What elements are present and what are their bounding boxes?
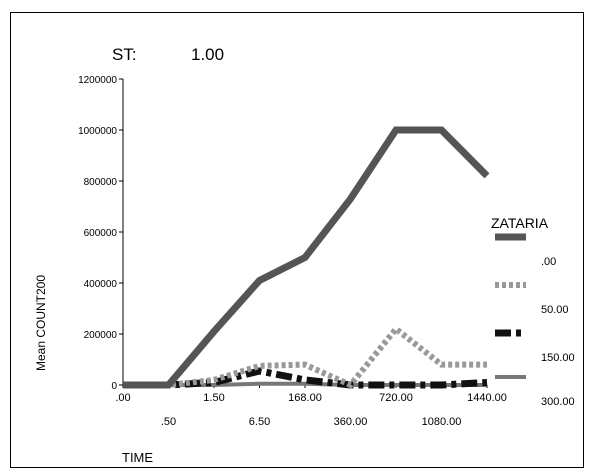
y-tick-label: 600000 — [84, 228, 118, 239]
x-tick-label: .50 — [161, 416, 176, 428]
series-lines — [123, 126, 490, 389]
line-chart: ST: 1.00 0 200000 400000 600000 800000 100000… — [34, 45, 575, 465]
axes — [122, 79, 487, 386]
y-axis-label: Mean COUNT200 — [34, 275, 48, 371]
x-tick-label: 1440.00 — [467, 392, 507, 404]
x-axis-label: TIME — [122, 450, 153, 465]
series-line — [123, 324, 487, 389]
x-tick-label: .00 — [115, 392, 130, 404]
x-tick-label: 360.00 — [334, 416, 368, 428]
y-tick-label: 1200000 — [78, 75, 117, 86]
y-tick-label: 200000 — [84, 330, 118, 341]
x-ticks: .00 .50 1.50 6.50 168.00 360.00 720.00 1080.00 1… — [115, 385, 507, 428]
x-tick-label: 168.00 — [288, 392, 322, 404]
legend-entry-label: 300.00 — [541, 396, 575, 408]
x-tick-label: 1080.00 — [422, 416, 462, 428]
series-line — [123, 126, 490, 389]
chart-frame: ST: 1.00 0 200000 400000 600000 800000 100000… — [10, 12, 584, 468]
legend-entry-label: 150.00 — [541, 352, 575, 364]
y-tick-label: 800000 — [84, 177, 118, 188]
legend-entry-label: .00 — [541, 256, 556, 268]
legend-entry-label: 50.00 — [541, 304, 569, 316]
x-tick-label: 6.50 — [249, 416, 270, 428]
y-tick-label: 400000 — [84, 279, 118, 290]
legend: ZATARIA .00 50.00 150.00 300.00 — [491, 215, 575, 408]
panel-label: ST: — [112, 45, 137, 64]
legend-title: ZATARIA — [491, 215, 549, 231]
panel-value: 1.00 — [191, 45, 224, 64]
series-line — [123, 381, 487, 387]
x-tick-label: 720.00 — [379, 392, 413, 404]
y-ticks: 0 200000 400000 600000 800000 1000000 1200000 — [78, 75, 123, 392]
y-tick-label: 1000000 — [78, 126, 117, 137]
x-tick-label: 1.50 — [203, 392, 224, 404]
y-tick-label: 0 — [111, 381, 117, 392]
